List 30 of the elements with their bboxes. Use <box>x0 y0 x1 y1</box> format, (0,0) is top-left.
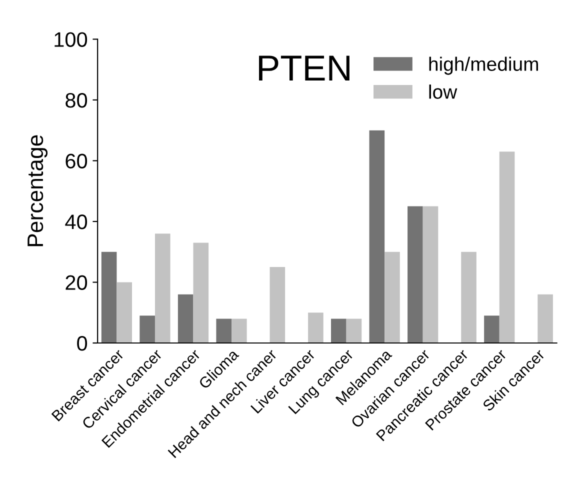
y-tick-label: 0 <box>77 336 88 351</box>
bar <box>384 252 400 343</box>
legend-label: low <box>429 84 458 99</box>
bar <box>346 318 362 343</box>
bar <box>408 206 423 343</box>
bar <box>154 234 170 343</box>
bar <box>538 294 553 343</box>
bar <box>232 318 247 343</box>
legend-label: high/medium <box>429 56 538 75</box>
bar <box>140 316 155 343</box>
bar <box>331 318 346 343</box>
bar <box>216 318 232 343</box>
y-tick-label: 100 <box>54 32 88 47</box>
y-tick-label: 40 <box>65 214 88 230</box>
bar <box>308 312 324 343</box>
bar <box>369 130 385 343</box>
chart-title: PTEN <box>259 56 350 81</box>
y-tick-label: 80 <box>66 92 88 108</box>
bar <box>484 316 500 343</box>
bar <box>193 242 209 343</box>
y-tick-label: 60 <box>66 154 88 168</box>
y-axis-title: Percentage <box>28 135 48 246</box>
bar <box>178 294 194 343</box>
bar <box>270 267 286 343</box>
y-tick-label: 20 <box>66 275 88 290</box>
bar <box>116 282 132 343</box>
bar <box>461 252 476 343</box>
bar <box>101 252 117 343</box>
bar <box>499 152 515 343</box>
bar <box>422 206 438 343</box>
